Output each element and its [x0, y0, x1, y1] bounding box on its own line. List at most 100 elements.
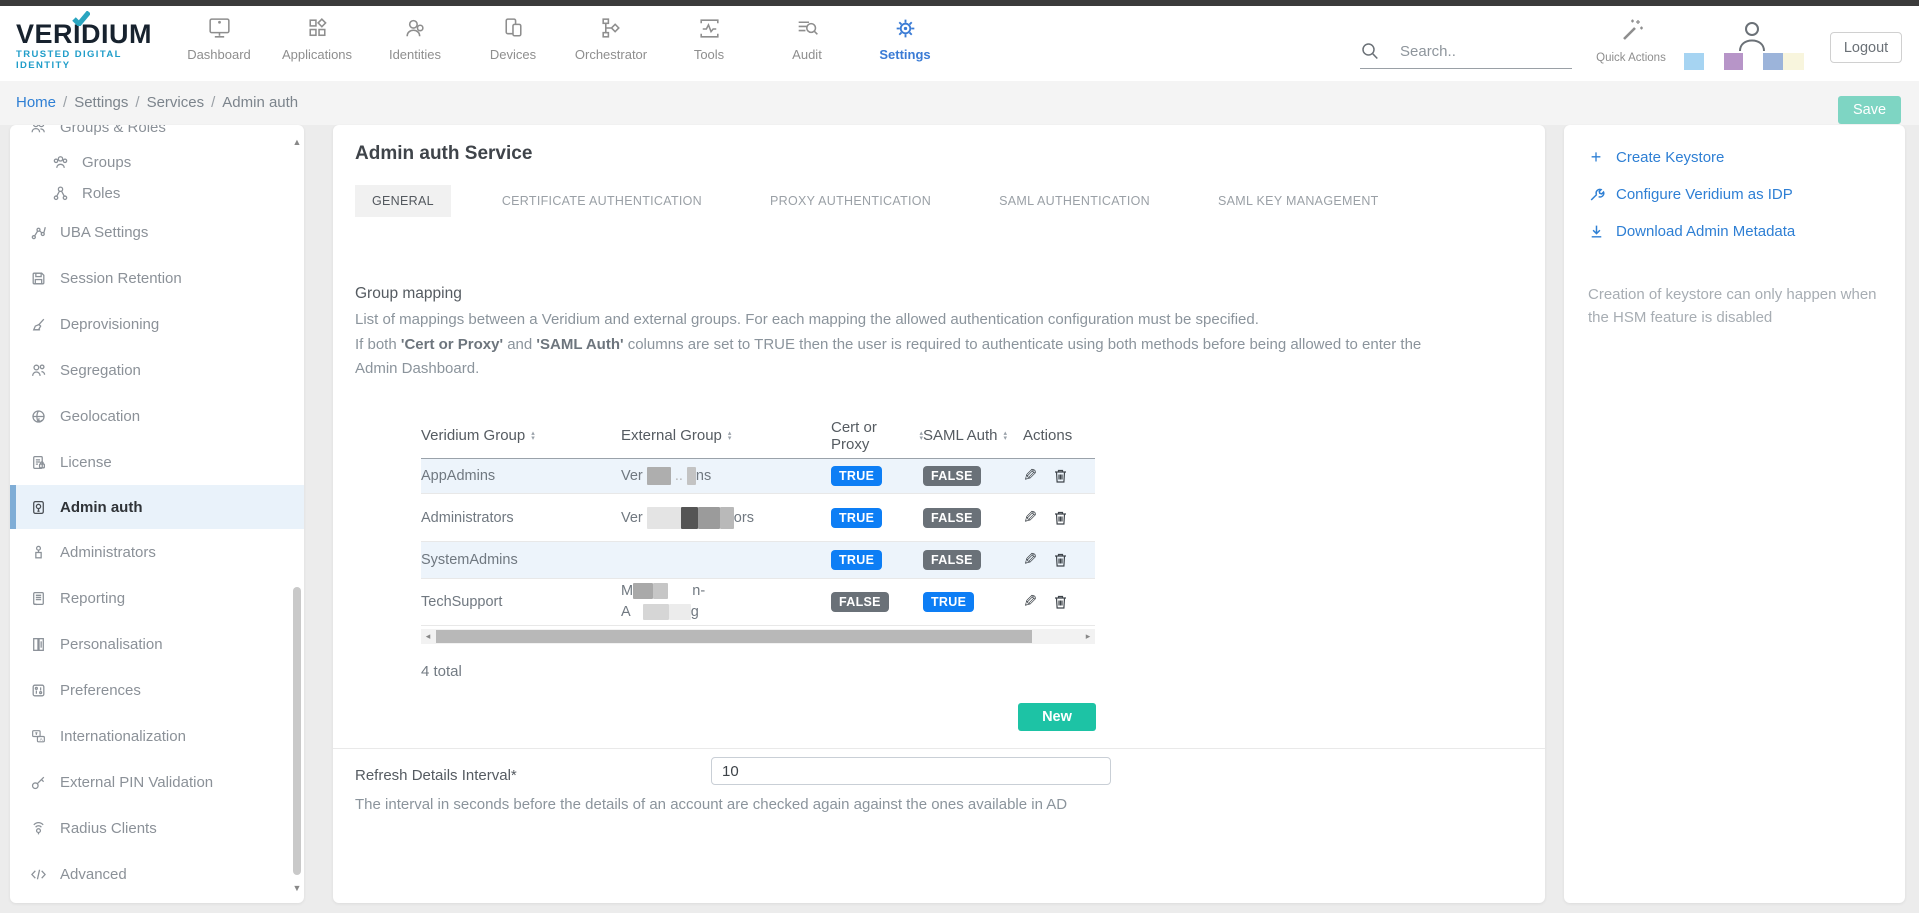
edit-icon[interactable]: ✎: [1023, 550, 1038, 569]
sidebar-item-geolocation[interactable]: Geolocation: [10, 393, 304, 439]
column-header-cert-or-proxy[interactable]: Cert or Proxy ▴ ▾: [831, 418, 923, 453]
code-icon: [30, 866, 47, 883]
saml-auth-badge: FALSE: [923, 507, 981, 528]
tab-saml-key-management[interactable]: SAML KEY MANAGEMENT: [1218, 194, 1379, 208]
nav-item-dashboard[interactable]: Dashboard: [170, 6, 268, 81]
logout-button[interactable]: Logout: [1830, 32, 1902, 63]
status-square-2: [1724, 53, 1743, 70]
tools-icon: [699, 19, 719, 38]
sidebar-item-radius-clients[interactable]: Radius Clients: [10, 805, 304, 851]
column-header-veridium-group[interactable]: Veridium Group ▴ ▾: [421, 427, 535, 444]
broom-icon: [30, 316, 47, 333]
sidebar-list: Groups & Roles Groups Roles UBA Settings…: [10, 125, 304, 897]
scroll-right-arrow[interactable]: ▸: [1085, 631, 1091, 641]
column-header-external-group[interactable]: External Group ▴ ▾: [621, 427, 732, 444]
cell-veridium-group: AppAdmins: [421, 468, 496, 484]
languages-icon: A: [30, 728, 47, 745]
nav-item-devices[interactable]: Devices: [464, 6, 562, 81]
nav-item-tools[interactable]: Tools: [660, 6, 758, 81]
table-row-techsupport: TechSupport M n- A g FALSE TRUE ✎: [421, 579, 1095, 626]
sidebar-item-administrators[interactable]: Administrators: [10, 529, 304, 575]
configure-veridium-idp-link[interactable]: Configure Veridium as IDP: [1564, 176, 1905, 213]
sidebar-item-segregation[interactable]: Segregation: [10, 347, 304, 393]
sidebar-item-groups[interactable]: Groups: [10, 147, 304, 178]
orchestrator-icon: [601, 18, 620, 38]
preferences-icon: [30, 682, 47, 699]
administrator-icon: [30, 544, 47, 561]
sidebar-item-reporting[interactable]: Reporting: [10, 575, 304, 621]
delete-icon[interactable]: [1053, 468, 1068, 484]
tab-proxy-authentication[interactable]: PROXY AUTHENTICATION: [770, 194, 932, 208]
scroll-thumb[interactable]: [436, 630, 1032, 643]
sidebar-item-external-pin-validation[interactable]: External PIN Validation: [10, 759, 304, 805]
search-input[interactable]: [1398, 41, 1562, 61]
settings-gear-icon: [896, 19, 914, 38]
breadcrumb-home[interactable]: Home: [16, 94, 57, 111]
sidebar-item-license[interactable]: License: [10, 439, 304, 485]
delete-icon[interactable]: [1053, 594, 1068, 610]
nav-item-applications[interactable]: Applications: [268, 6, 366, 81]
sidebar-item-roles[interactable]: Roles: [10, 178, 304, 209]
group-icon: [52, 154, 69, 171]
tab-saml-authentication[interactable]: SAML AUTHENTICATION: [999, 194, 1150, 208]
sidebar-item-session-retention[interactable]: Session Retention: [10, 255, 304, 301]
sidebar-item-deprovisioning[interactable]: Deprovisioning: [10, 301, 304, 347]
table-horizontal-scrollbar[interactable]: ◂ ▸: [421, 629, 1095, 644]
key-icon: [30, 774, 47, 791]
veridium-logo[interactable]: VERIDIUM TRUSTED DIGITAL IDENTITY: [16, 11, 166, 71]
nav-item-identities[interactable]: Identities: [366, 6, 464, 81]
group-mapping-description: List of mappings between a Veridium and …: [355, 311, 1422, 377]
new-mapping-button[interactable]: New: [1018, 703, 1096, 731]
table-row-administrators: Administrators Ver ors TRUE FALSE ✎: [421, 494, 1095, 542]
book-icon: [30, 636, 47, 653]
group-mapping-heading: Group mapping: [355, 285, 462, 302]
edit-icon[interactable]: ✎: [1023, 507, 1038, 527]
edit-icon[interactable]: ✎: [1023, 592, 1038, 611]
scroll-left-arrow[interactable]: ◂: [425, 631, 431, 641]
delete-icon[interactable]: [1053, 552, 1068, 568]
sidebar-item-uba-settings[interactable]: UBA Settings: [10, 209, 304, 255]
tab-certificate-authentication[interactable]: CERTIFICATE AUTHENTICATION: [501, 194, 703, 208]
create-keystore-link[interactable]: + Create Keystore: [1564, 139, 1905, 176]
column-header-saml-auth[interactable]: SAML Auth ▴ ▾: [923, 427, 1008, 444]
sidebar-item-internationalization[interactable]: A Internationalization: [10, 713, 304, 759]
scroll-up-arrow[interactable]: ▲: [292, 137, 302, 147]
applications-icon: [308, 18, 327, 37]
nav-item-orchestrator[interactable]: Orchestrator: [562, 6, 660, 81]
nav-item-audit[interactable]: Audit: [758, 6, 856, 81]
logo-brand-text: VERIDIUM: [16, 11, 166, 48]
cert-or-proxy-badge: TRUE: [831, 550, 883, 570]
breadcrumb-settings[interactable]: Settings: [74, 94, 129, 111]
cell-external-group-redacted: M n- A g: [621, 583, 706, 621]
breadcrumb-services[interactable]: Services: [146, 94, 205, 111]
save-button[interactable]: Save: [1838, 96, 1901, 124]
cert-or-proxy-badge: TRUE: [831, 466, 883, 486]
delete-icon[interactable]: [1053, 510, 1068, 526]
scroll-down-arrow[interactable]: ▼: [292, 883, 302, 893]
sidebar-item-admin-auth[interactable]: Admin auth: [10, 485, 304, 529]
refresh-interval-input[interactable]: [711, 757, 1111, 785]
sidebar-item-advanced[interactable]: Advanced: [10, 851, 304, 897]
user-avatar-icon[interactable]: [1734, 18, 1770, 61]
sidebar-scrollbar[interactable]: ▲ ▼: [292, 125, 302, 903]
sidebar-item-preferences[interactable]: Preferences: [10, 667, 304, 713]
sidebar-item-groups-roles[interactable]: Groups & Roles: [10, 125, 304, 147]
settings-sidebar: Groups & Roles Groups Roles UBA Settings…: [10, 125, 304, 903]
download-admin-metadata-link[interactable]: Download Admin Metadata: [1564, 213, 1905, 250]
tab-general[interactable]: GENERAL: [355, 185, 451, 217]
devices-icon: [504, 18, 522, 37]
refresh-interval-help: The interval in seconds before the detai…: [355, 796, 1068, 813]
nav-item-settings[interactable]: Settings: [856, 6, 954, 81]
wrench-icon: [1586, 186, 1606, 203]
cell-external-group-redacted: Ver ors: [621, 506, 831, 529]
sidebar-scroll-thumb[interactable]: [293, 587, 301, 875]
audit-icon: [798, 21, 818, 35]
edit-icon[interactable]: ✎: [1023, 466, 1038, 485]
sidebar-item-personalisation[interactable]: Personalisation: [10, 621, 304, 667]
cell-external-group-redacted: Ver .. ns: [621, 467, 712, 485]
quick-actions-button[interactable]: Quick Actions: [1596, 16, 1666, 64]
scroll-track[interactable]: [435, 630, 1081, 643]
users-icon: [30, 125, 47, 136]
breadcrumb-current: Admin auth: [222, 94, 299, 111]
logo-tagline: TRUSTED DIGITAL IDENTITY: [16, 49, 122, 71]
